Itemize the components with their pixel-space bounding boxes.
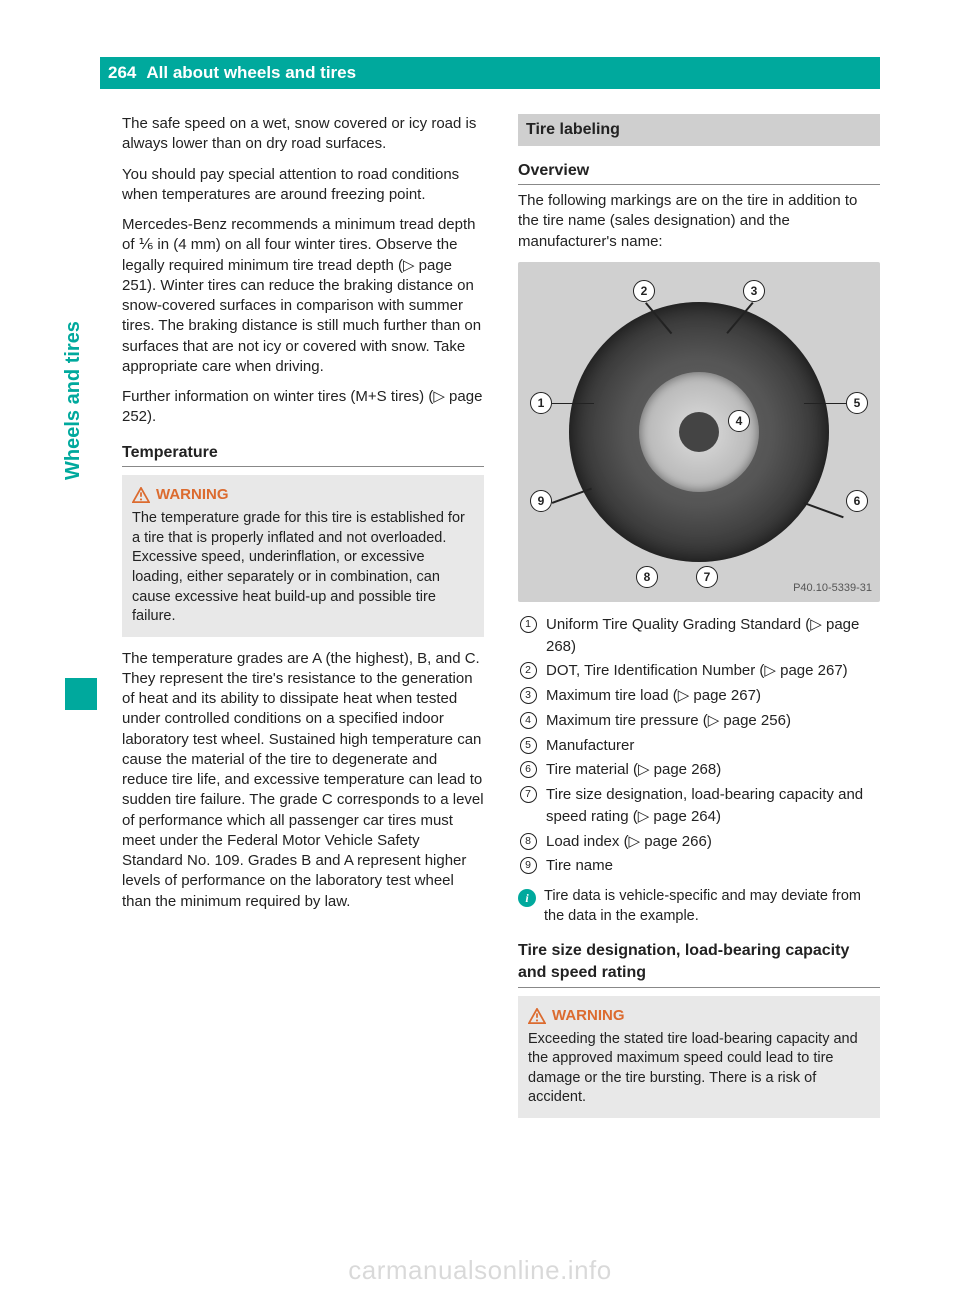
def-row: 7 Tire size designation, load-bearing cap…	[518, 784, 880, 828]
tire-center	[679, 412, 719, 452]
callout-line	[804, 403, 846, 405]
def-text: Tire material (▷ page 268)	[546, 759, 721, 781]
definition-list: 1 Uniform Tire Quality Grading Standard (…	[518, 614, 880, 877]
content-columns: The safe speed on a wet, snow covered or…	[122, 114, 880, 1130]
def-marker-8: 8	[520, 833, 537, 850]
def-marker-7: 7	[520, 786, 537, 803]
callout-6: 6	[846, 490, 868, 512]
def-marker-5: 5	[520, 737, 537, 754]
body-text: The following markings are on the tire i…	[518, 191, 880, 252]
def-row: 6 Tire material (▷ page 268)	[518, 759, 880, 781]
def-text: Uniform Tire Quality Grading Standard (▷…	[546, 614, 880, 658]
def-marker-2: 2	[520, 662, 537, 679]
callout-line	[552, 403, 594, 405]
body-text: You should pay special attention to road…	[122, 165, 484, 206]
right-column: Tire labeling Overview The following mar…	[518, 114, 880, 1130]
figure-reference: P40.10-5339-31	[793, 581, 872, 596]
watermark: carmanualsonline.info	[0, 1255, 960, 1286]
warning-heading: WARNING	[132, 485, 474, 505]
def-marker-9: 9	[520, 857, 537, 874]
def-marker-1: 1	[520, 616, 537, 633]
body-text: The safe speed on a wet, snow covered or…	[122, 114, 484, 155]
callout-1: 1	[530, 392, 552, 414]
body-text: Mercedes-Benz recommends a minimum tread…	[122, 215, 484, 377]
def-text: Load index (▷ page 266)	[546, 831, 712, 853]
def-text: Manufacturer	[546, 735, 634, 757]
callout-7: 7	[696, 566, 718, 588]
warning-triangle-icon	[132, 487, 150, 503]
warning-triangle-icon	[528, 1008, 546, 1024]
def-row: 9 Tire name	[518, 855, 880, 877]
def-row: 8 Load index (▷ page 266)	[518, 831, 880, 853]
warning-body: The temperature grade for this tire is e…	[132, 509, 474, 626]
header-title: All about wheels and tires	[136, 63, 356, 83]
section-bar: Tire labeling	[518, 114, 880, 146]
warning-body: Exceeding the stated tire load-bearing c…	[528, 1030, 870, 1108]
header-bar: 264 All about wheels and tires	[100, 57, 880, 89]
info-text: Tire data is vehicle-specific and may de…	[544, 887, 880, 926]
tire-diagram: 1 2 3 4 5 6 7 8 9 P40.10-5339-31	[518, 262, 880, 602]
warning-heading: WARNING	[528, 1006, 870, 1026]
def-marker-6: 6	[520, 761, 537, 778]
def-row: 3 Maximum tire load (▷ page 267)	[518, 685, 880, 707]
warning-box: WARNING Exceeding the stated tire load-b…	[518, 996, 880, 1119]
warning-box: WARNING The temperature grade for this t…	[122, 475, 484, 637]
def-text: Tire size designation, load-bearing capa…	[546, 784, 880, 828]
def-text: Tire name	[546, 855, 613, 877]
callout-8: 8	[636, 566, 658, 588]
def-text: Maximum tire load (▷ page 267)	[546, 685, 761, 707]
callout-2: 2	[633, 280, 655, 302]
warning-label: WARNING	[156, 485, 229, 505]
def-marker-3: 3	[520, 687, 537, 704]
left-column: The safe speed on a wet, snow covered or…	[122, 114, 484, 1130]
def-text: DOT, Tire Identification Number (▷ page …	[546, 660, 848, 682]
body-text: Further information on winter tires (M+S…	[122, 387, 484, 428]
def-marker-4: 4	[520, 712, 537, 729]
subsection-heading: Overview	[518, 160, 880, 186]
def-text: Maximum tire pressure (▷ page 256)	[546, 710, 791, 732]
callout-5: 5	[846, 392, 868, 414]
callout-line	[804, 502, 844, 518]
info-icon: i	[518, 889, 536, 907]
subsection-heading: Temperature	[122, 442, 484, 468]
info-note: i Tire data is vehicle-specific and may …	[518, 887, 880, 926]
def-row: 1 Uniform Tire Quality Grading Standard (…	[518, 614, 880, 658]
body-text: The temperature grades are A (the highes…	[122, 649, 484, 912]
def-row: 5 Manufacturer	[518, 735, 880, 757]
tire-outer	[569, 302, 829, 562]
def-row: 4 Maximum tire pressure (▷ page 256)	[518, 710, 880, 732]
page-number: 264	[100, 63, 136, 83]
callout-4: 4	[728, 410, 750, 432]
def-row: 2 DOT, Tire Identification Number (▷ page…	[518, 660, 880, 682]
page: 264 All about wheels and tires Wheels an…	[0, 0, 960, 1302]
side-tab: Wheels and tires	[62, 321, 85, 480]
subsection-heading: Tire size designation, load-bearing capa…	[518, 940, 880, 987]
side-tab-block	[65, 678, 97, 710]
callout-9: 9	[530, 490, 552, 512]
callout-3: 3	[743, 280, 765, 302]
warning-label: WARNING	[552, 1006, 625, 1026]
